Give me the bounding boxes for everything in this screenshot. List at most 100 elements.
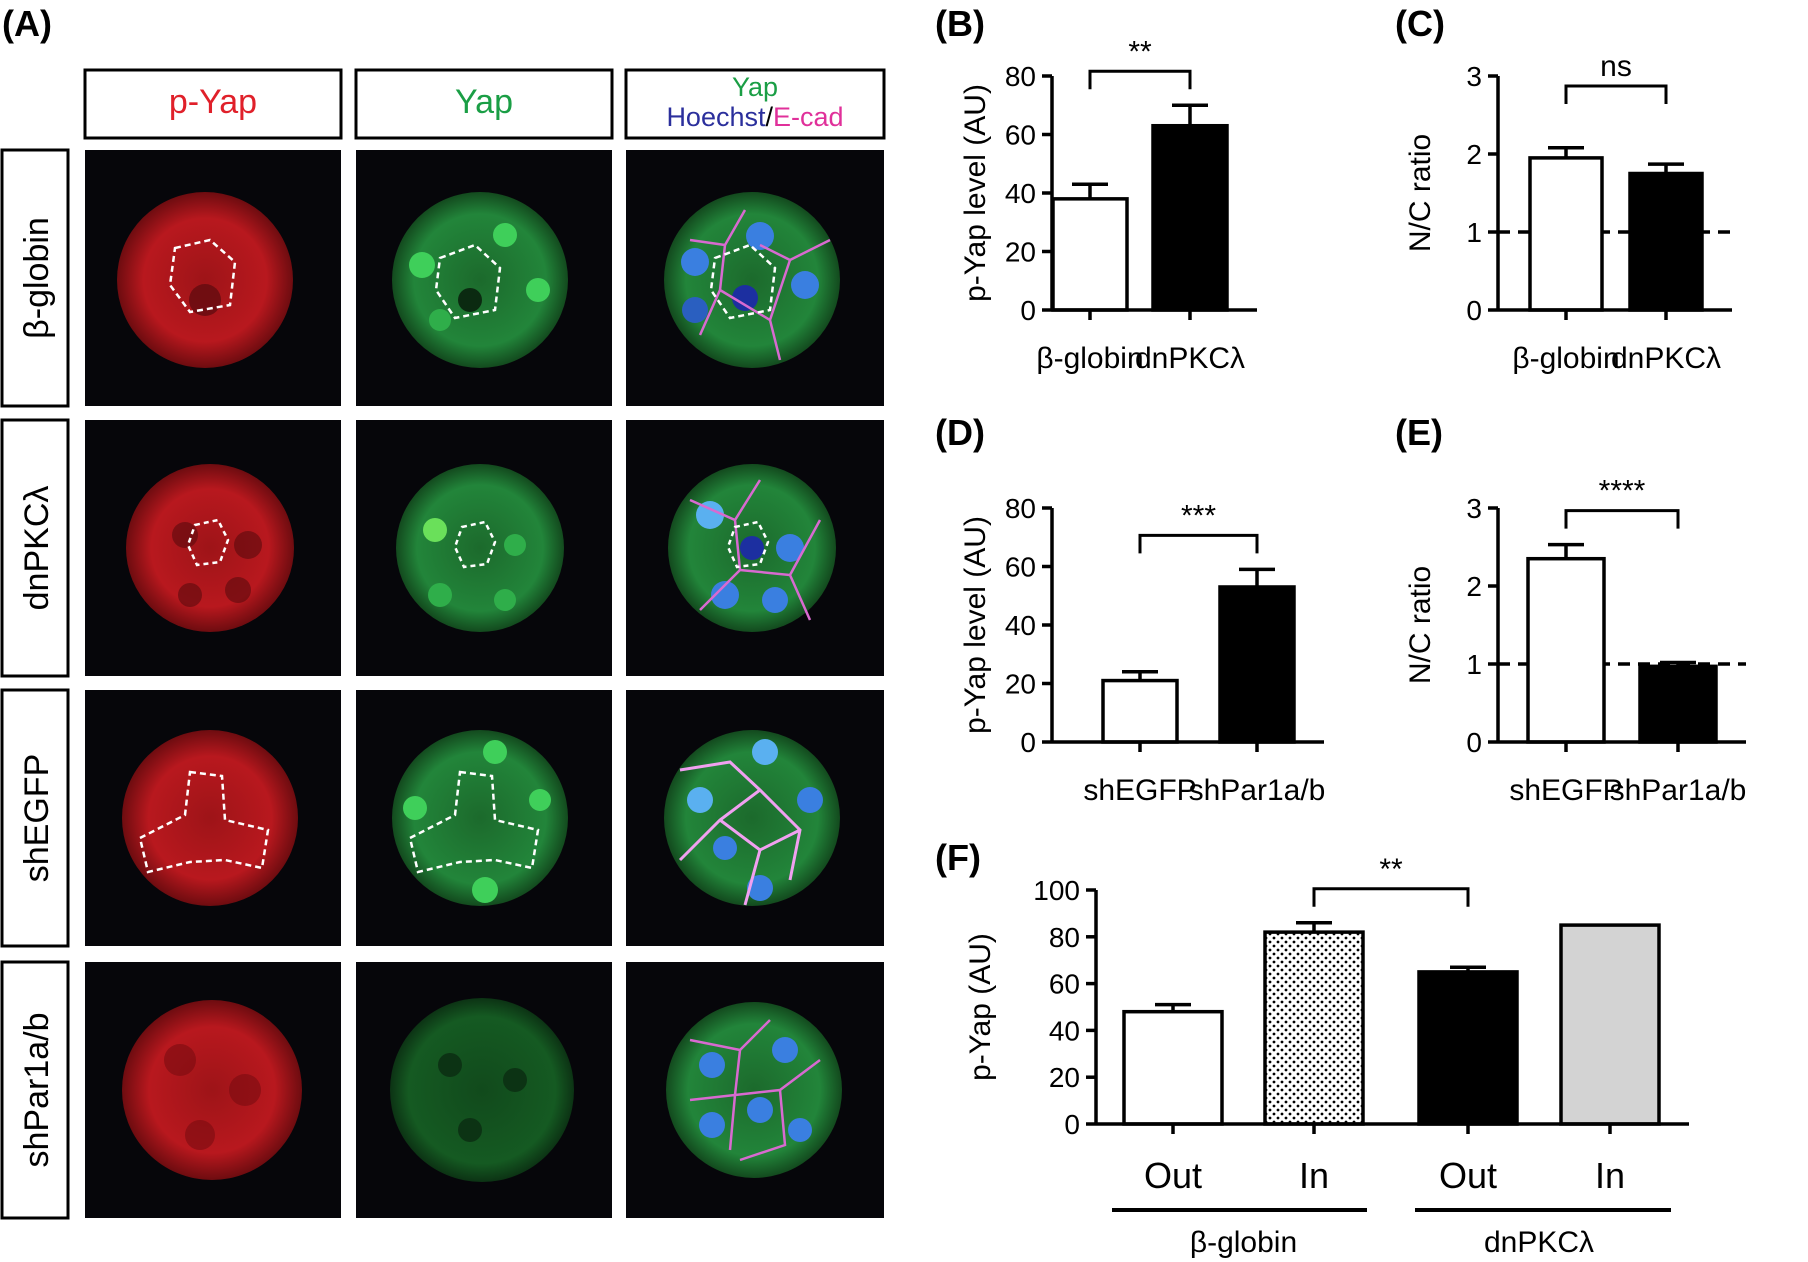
micrograph-beta-globin-yap [356,150,612,406]
micrograph-shpar1ab-yap [356,962,612,1218]
y-tick-label: 0 [1466,727,1482,758]
micrograph-shegfp-p-yap [85,690,341,946]
bar [1638,664,1718,744]
x-category-label: shEGFP [1083,774,1196,807]
micrograph-beta-globin-merge [626,150,884,406]
panel-label-d: (D) [935,412,985,453]
y-tick-label: 3 [1466,493,1482,524]
y-tick-label: 40 [1005,178,1036,209]
x-category-label: β-globin [1512,342,1619,375]
panel-a-label: (A) [2,3,52,44]
significance-label: ** [1128,35,1152,68]
x-category-label: Out [1144,1155,1202,1196]
y-axis-label: p-Yap level (AU) [959,84,992,302]
y-axis-label: N/C ratio [1404,566,1437,684]
panel-label-f: (F) [935,837,981,878]
y-tick-label: 20 [1005,237,1036,268]
bar [1151,123,1229,312]
bar [1628,171,1704,312]
x-category-label: shPar1a/b [1189,774,1326,807]
column-headers: p-Yap Yap Yap Hoechst/E-cad [83,68,886,140]
y-tick-label: 100 [1033,875,1080,906]
y-axis-label: p-Yap level (AU) [959,516,992,734]
group-label: dnPKCλ [1484,1226,1594,1259]
bar [1122,1009,1224,1126]
x-category-label: shPar1a/b [1610,774,1747,807]
panel-label-c: (C) [1395,3,1445,44]
y-tick-label: 3 [1466,61,1482,92]
x-category-label: β-globin [1036,342,1143,375]
y-tick-label: 1 [1466,649,1482,680]
chart-f: (F) 0 20 40 60 80 100 Out In Out In p-Yap (AU) ** β-g… [935,837,1689,1259]
bar [1528,156,1604,312]
panel-label-e: (E) [1395,412,1443,453]
header-merge-markers: Hoechst/E-cad [666,102,843,132]
panel-a: (A) p-Yap Yap Yap Hoechst/E-cad β-globin… [0,3,886,1220]
y-tick-label: 0 [1466,295,1482,326]
group-label: β-globin [1190,1226,1297,1259]
row-label-shpar1ab: shPar1a/b [18,1013,56,1168]
panel-label-b: (B) [935,3,985,44]
bar [1218,585,1296,744]
micrograph-shpar1ab-p-yap [85,962,341,1218]
y-tick-label: 80 [1005,493,1036,524]
header-p-yap: p-Yap [169,83,257,121]
micrograph-dnpkc-yap [356,420,612,676]
significance-label: ** [1379,853,1403,886]
bar [1101,678,1179,744]
y-tick-label: 0 [1064,1109,1080,1140]
micrograph-shegfp-merge [626,690,884,946]
y-tick-label: 40 [1049,1015,1080,1046]
row-label-dnpkc: dnPKCλ [18,486,56,611]
x-category-label: Out [1439,1155,1497,1196]
significance-label: *** [1181,499,1216,532]
y-tick-label: 60 [1005,552,1036,583]
y-tick-label: 2 [1466,139,1482,170]
x-category-label: In [1299,1155,1329,1196]
significance-bracket [1088,69,1192,90]
significance-bracket [1564,84,1668,104]
significance-label: **** [1599,475,1646,508]
x-category-label: shEGFP [1509,774,1622,807]
x-category-label: In [1595,1155,1625,1196]
row-label-shegfp: shEGFP [18,754,56,882]
y-tick-label: 0 [1020,295,1036,326]
micrograph-dnpkc-merge [626,420,884,676]
bar [1051,197,1129,312]
y-tick-label: 80 [1005,61,1036,92]
micrograph-grid [85,150,884,1218]
y-tick-label: 80 [1049,922,1080,953]
y-tick-label: 60 [1005,120,1036,151]
micrograph-beta-globin-p-yap [85,150,341,406]
significance-bracket [1138,533,1259,554]
significance-bracket [1312,887,1470,907]
micrograph-dnpkc-p-yap [85,420,341,676]
header-merge-yap: Yap [732,72,778,102]
row-label-beta-globin: β-globin [18,217,56,339]
bar [1263,930,1365,1126]
row-labels: β-globin dnPKCλ shEGFP shPar1a/b [0,148,70,1220]
header-yap: Yap [455,83,513,121]
x-category-label: dnPKCλ [1611,342,1721,375]
bar [1559,923,1661,1126]
micrograph-shpar1ab-merge [626,962,884,1218]
y-axis-label: p-Yap (AU) [964,933,997,1081]
significance-bracket [1564,509,1680,529]
bar [1526,556,1606,744]
y-tick-label: 0 [1020,727,1036,758]
y-axis-label: N/C ratio [1404,134,1437,252]
y-tick-label: 20 [1005,669,1036,700]
y-tick-label: 60 [1049,969,1080,1000]
y-tick-label: 20 [1049,1062,1080,1093]
significance-label: ns [1600,50,1632,83]
x-category-label: dnPKCλ [1135,342,1245,375]
micrograph-shegfp-yap [356,690,612,946]
y-tick-label: 1 [1466,217,1482,248]
y-tick-label: 40 [1005,610,1036,641]
